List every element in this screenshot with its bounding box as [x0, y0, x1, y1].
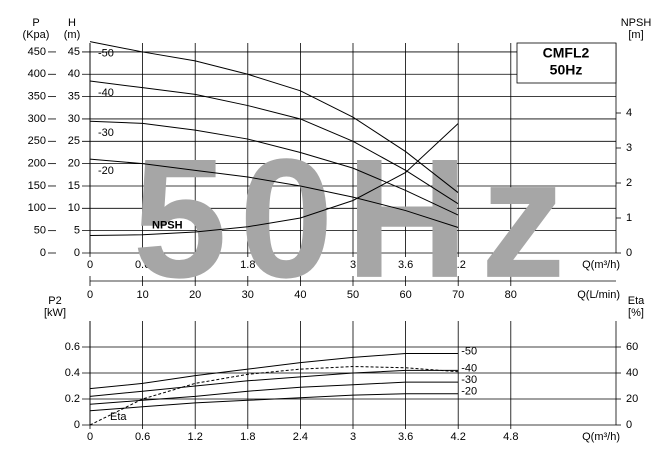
- watermark: 50Hz: [133, 124, 578, 314]
- y3-tick-label: 300: [28, 113, 46, 125]
- y2-tick-label: 4: [626, 107, 632, 119]
- x2-tick-label: 20: [189, 289, 201, 301]
- y-tick-label: 0: [74, 247, 80, 259]
- x2-tick-label: 10: [136, 289, 148, 301]
- y2-tick-label: 60: [626, 341, 638, 353]
- x-tick-label: 4.2: [451, 259, 466, 271]
- y2-tick-label: 40: [626, 367, 638, 379]
- x-tick-label: 1.2: [188, 259, 203, 271]
- y2-axis-unit: [%]: [628, 307, 644, 319]
- curve: [89, 120, 459, 216]
- x-tick-label: 4.2: [451, 431, 466, 443]
- curve: [89, 365, 459, 426]
- series-label: -50: [461, 345, 477, 357]
- y-tick-label: 35: [68, 91, 80, 103]
- x-tick-label: 2.4: [293, 259, 308, 271]
- x-tick-label: 3.6: [398, 431, 413, 443]
- y2-tick-label: 0: [626, 247, 632, 259]
- y-axis-label: H: [68, 17, 76, 29]
- chart-title: CMFL2: [543, 45, 590, 61]
- x-tick-label: 3: [350, 259, 356, 271]
- y-axis-label: P2: [48, 295, 61, 307]
- y3-tick-label: 350: [28, 91, 46, 103]
- series-label: NPSH: [152, 219, 183, 231]
- y3-axis-unit: (Kpa): [23, 29, 50, 41]
- x-tick-label: 4.8: [503, 259, 518, 271]
- y3-axis-label: P: [32, 17, 39, 29]
- x-tick-label: 1.8: [240, 431, 255, 443]
- y-tick-label: 5: [74, 225, 80, 237]
- x2-tick-label: 40: [294, 289, 306, 301]
- series-label: -40: [461, 362, 477, 374]
- y2-tick-label: 2: [626, 177, 632, 189]
- y-tick-label: 0.4: [65, 367, 80, 379]
- y-tick-label: 40: [68, 68, 80, 80]
- curve: [89, 158, 459, 229]
- y-tick-label: 0: [74, 419, 80, 431]
- y2-axis-label: Eta: [628, 295, 645, 307]
- x2-tick-label: 30: [242, 289, 254, 301]
- x-tick-label: 0.6: [135, 259, 150, 271]
- curve: [89, 369, 459, 397]
- x-tick-label: 1.8: [240, 259, 255, 271]
- curve: [89, 41, 459, 194]
- x-tick-label: 0: [87, 259, 93, 271]
- y-tick-label: 45: [68, 46, 80, 58]
- x2-tick-label: 70: [452, 289, 464, 301]
- x-axis-label: Q(m³/h): [582, 259, 620, 271]
- x-axis-label: Q(m³/h): [582, 431, 620, 443]
- y2-tick-label: 1: [626, 212, 632, 224]
- curve: [89, 80, 459, 205]
- x2-tick-label: 50: [347, 289, 359, 301]
- x2-tick-label: 0: [87, 289, 93, 301]
- y3-tick-label: 150: [28, 180, 46, 192]
- title-box: [516, 42, 617, 84]
- y2-tick-label: 20: [626, 393, 638, 405]
- y3-tick-label: 0: [40, 247, 46, 259]
- series-label: -30: [98, 127, 114, 139]
- curve: [89, 123, 459, 236]
- y2-axis-unit: [m]: [628, 29, 643, 41]
- y-tick-label: 15: [68, 180, 80, 192]
- x-tick-label: 0: [87, 431, 93, 443]
- x-tick-label: 4.8: [503, 431, 518, 443]
- curve: [89, 393, 459, 412]
- y2-tick-label: 0: [626, 419, 632, 431]
- series-label: -50: [98, 48, 114, 60]
- x2-axis-label: Q(L/min): [577, 289, 620, 301]
- y3-tick-label: 100: [28, 202, 46, 214]
- y-tick-label: 0.6: [65, 341, 80, 353]
- x-tick-label: 3.6: [398, 259, 413, 271]
- x-tick-label: 1.2: [188, 431, 203, 443]
- y-tick-label: 0.2: [65, 393, 80, 405]
- x-tick-label: 0.6: [135, 431, 150, 443]
- series-label: -20: [98, 165, 114, 177]
- x-tick-label: 2.4: [293, 431, 308, 443]
- y-tick-label: 20: [68, 158, 80, 170]
- y-tick-label: 10: [68, 202, 80, 214]
- x2-tick-label: 80: [505, 289, 517, 301]
- series-label: Eta: [110, 411, 127, 423]
- chart-subtitle: 50Hz: [550, 62, 583, 78]
- series-label: -20: [461, 386, 477, 398]
- y-axis-unit: (m): [64, 29, 81, 41]
- y-tick-label: 30: [68, 113, 80, 125]
- y3-tick-label: 250: [28, 135, 46, 147]
- series-label: -40: [98, 87, 114, 99]
- y2-tick-label: 3: [626, 142, 632, 154]
- y2-axis-label: NPSH: [621, 17, 652, 29]
- y3-tick-label: 200: [28, 158, 46, 170]
- y3-tick-label: 450: [28, 46, 46, 58]
- y3-tick-label: 50: [34, 225, 46, 237]
- series-label: -30: [461, 374, 477, 386]
- curve: [89, 381, 459, 405]
- curve: [89, 353, 459, 390]
- x-tick-label: 3: [350, 431, 356, 443]
- y-tick-label: 25: [68, 135, 80, 147]
- y3-tick-label: 400: [28, 68, 46, 80]
- y-axis-unit: [kW]: [44, 307, 66, 319]
- x2-tick-label: 60: [399, 289, 411, 301]
